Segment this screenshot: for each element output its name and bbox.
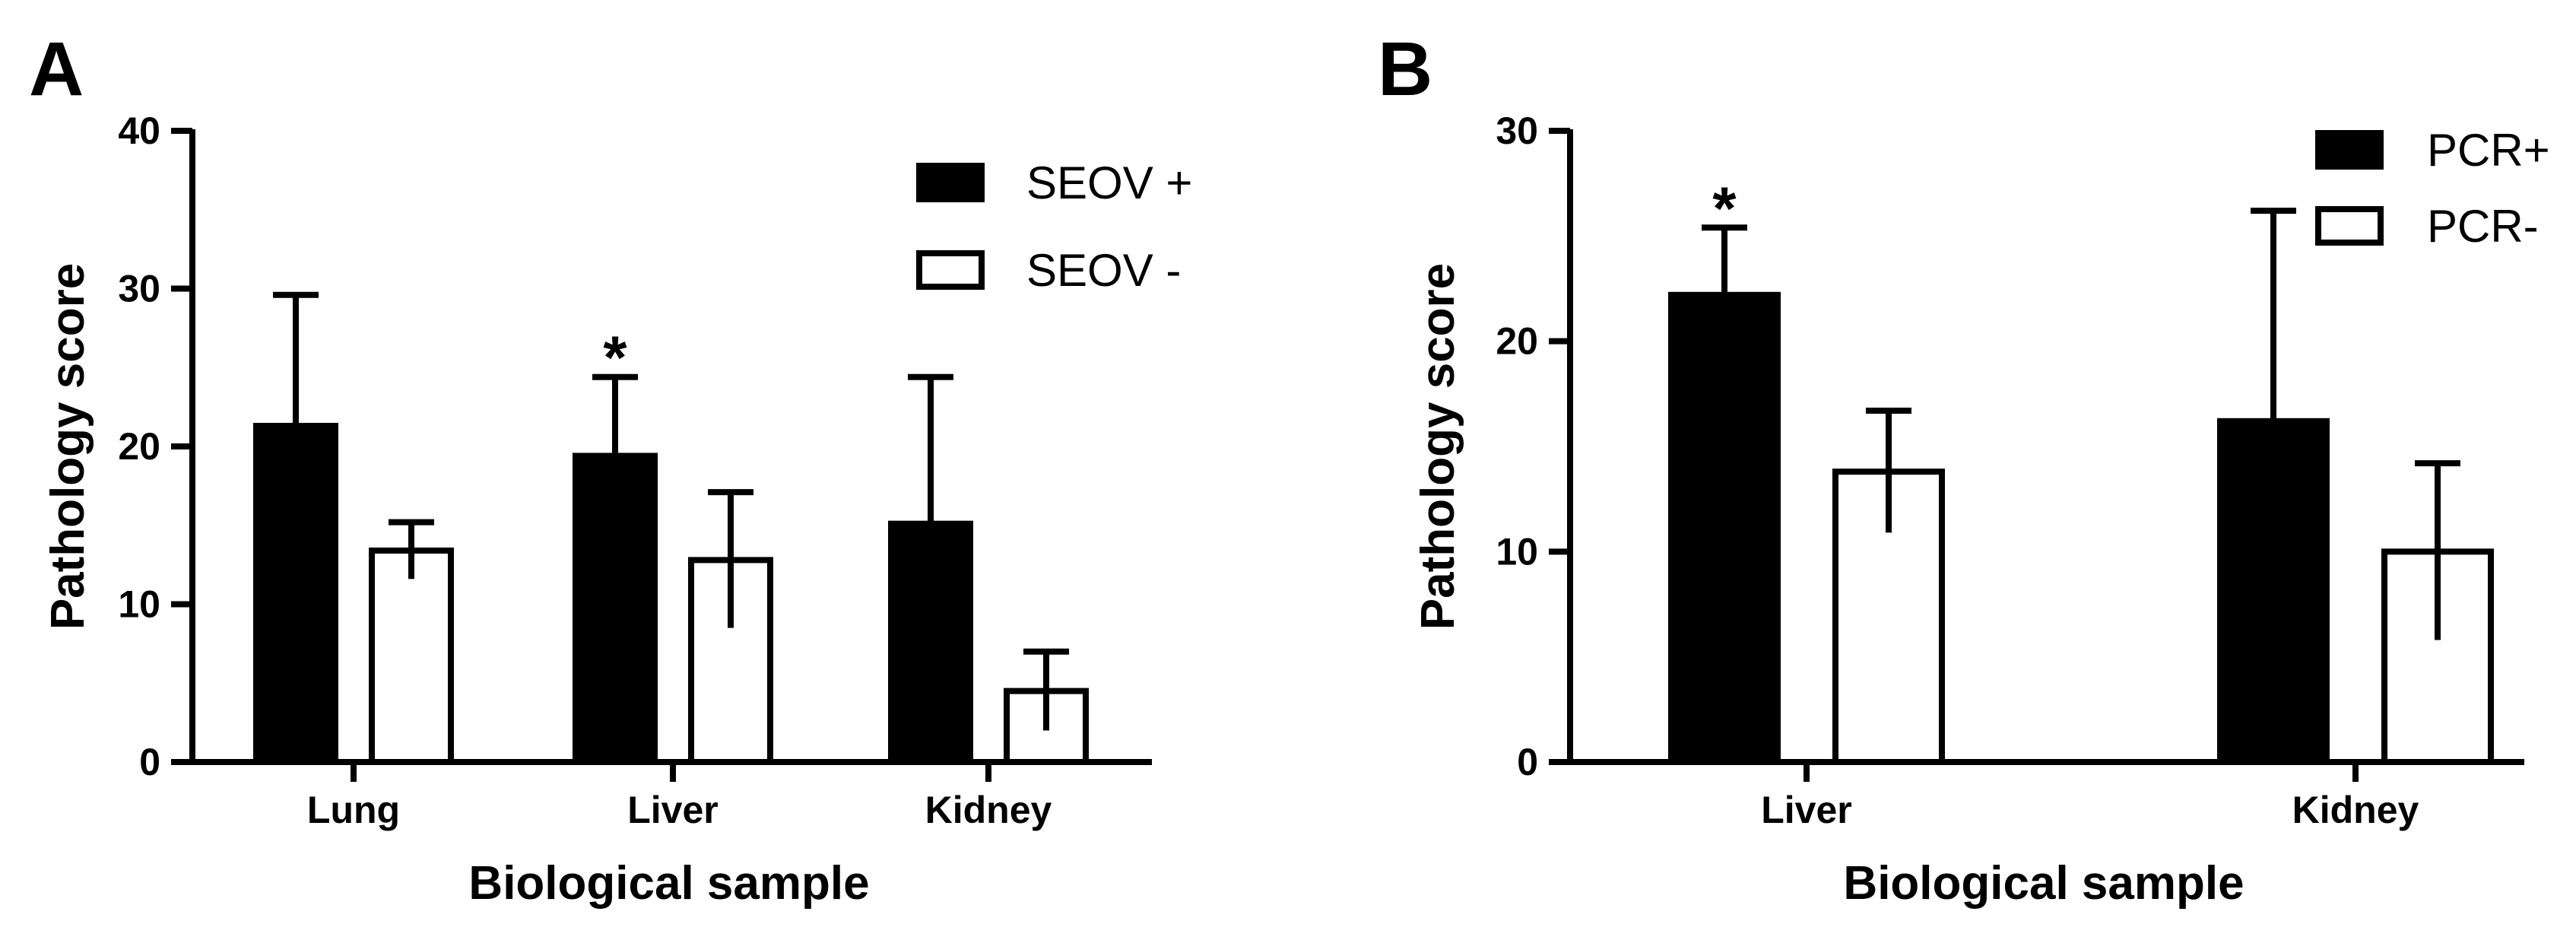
chart-panel-a: A * 0 10 20 30 40 Lung Liver Kidney Biological sam… xyxy=(29,27,1192,910)
bar xyxy=(2217,418,2330,765)
y-tick-label: 20 xyxy=(118,425,160,468)
x-axis-title: Biological sample xyxy=(468,857,869,910)
y-tick-label: 30 xyxy=(118,268,160,310)
bar xyxy=(253,423,338,766)
y-tick-label: 20 xyxy=(1496,320,1538,363)
legend-label: PCR- xyxy=(2427,201,2539,252)
x-tick-label: Liver xyxy=(627,789,719,831)
panel-letter: A xyxy=(29,27,84,112)
legend-swatch xyxy=(916,163,985,202)
chart-panel-b: B * 0 10 20 30 Liver Kidney Biological sample Pat… xyxy=(1378,27,2550,910)
legend-swatch xyxy=(2315,206,2384,246)
legend-label: SEOV + xyxy=(1026,157,1192,208)
legend-label: SEOV - xyxy=(1026,245,1181,296)
y-axis-title: Pathology score xyxy=(42,263,94,630)
x-tick-label: Liver xyxy=(1761,789,1852,831)
x-tick-label: Lung xyxy=(307,789,400,831)
y-axis-title: Pathology score xyxy=(1412,263,1464,630)
y-tick-label: 0 xyxy=(139,741,160,783)
y-tick-label: 30 xyxy=(1496,110,1538,152)
legend-swatch xyxy=(2315,130,2384,170)
bar xyxy=(888,520,973,765)
y-tick-label: 0 xyxy=(1517,741,1538,783)
bar xyxy=(1668,291,1781,765)
y-tick-label: 40 xyxy=(118,110,160,152)
significance-marker: * xyxy=(603,324,627,392)
legend-label: PCR+ xyxy=(2427,125,2550,176)
y-tick-label: 10 xyxy=(1496,530,1538,573)
significance-marker: * xyxy=(1712,174,1737,242)
y-tick-label: 10 xyxy=(118,583,160,626)
x-axis-title: Biological sample xyxy=(1843,857,2244,910)
legend-swatch xyxy=(916,250,985,290)
x-tick-label: Kidney xyxy=(925,789,1052,831)
bar xyxy=(688,557,773,766)
legend: PCR+ PCR- xyxy=(2315,125,2550,252)
panel-letter: B xyxy=(1378,27,1432,112)
x-tick-label: Kidney xyxy=(2292,789,2419,831)
legend: SEOV + SEOV - xyxy=(916,157,1192,296)
bar xyxy=(369,547,454,765)
bar xyxy=(573,453,658,765)
